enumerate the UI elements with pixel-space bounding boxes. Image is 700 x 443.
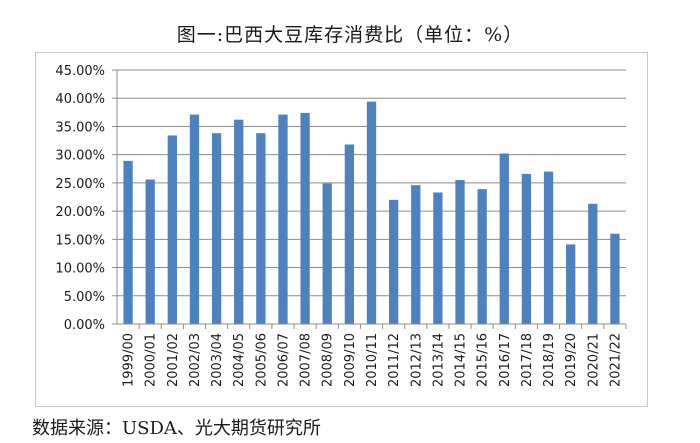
x-tick-label: 2006/07	[276, 333, 291, 387]
bar	[566, 244, 576, 324]
chart-title: 图一:巴西大豆库存消费比（单位：%）	[176, 24, 524, 46]
y-tick-label: 40.00%	[55, 92, 105, 107]
y-tick-label: 10.00%	[55, 262, 105, 277]
x-tick-label: 2002/03	[188, 333, 203, 387]
bar	[521, 173, 532, 324]
bar	[234, 119, 244, 324]
x-tick-label: 2018/19	[542, 333, 557, 387]
x-tick-label: 2017/18	[520, 333, 535, 387]
x-tick-label: 2012/13	[409, 333, 424, 387]
x-tick-label: 2020/21	[586, 333, 601, 387]
x-tick-label: 2010/11	[365, 333, 380, 387]
bar	[433, 192, 443, 324]
x-tick-label: 2016/17	[498, 333, 513, 387]
y-tick-label: 15.00%	[55, 233, 105, 248]
bar	[145, 179, 155, 324]
bar	[499, 153, 509, 324]
x-tick-label: 2005/06	[254, 333, 269, 387]
x-tick-label: 2015/16	[476, 333, 491, 387]
bar	[300, 112, 310, 324]
bar	[366, 101, 377, 324]
bar	[344, 144, 355, 324]
bar	[477, 189, 487, 324]
bar	[189, 114, 200, 324]
y-tick-label: 5.00%	[64, 290, 105, 305]
source-note: 数据来源：USDA、光大期货研究所	[32, 418, 321, 439]
x-tick-label: 2013/14	[431, 333, 446, 387]
bar	[322, 183, 332, 324]
bar	[411, 185, 421, 324]
x-tick-label: 2001/02	[166, 333, 181, 387]
y-tick-label: 30.00%	[55, 149, 105, 164]
x-tick-label: 2008/09	[321, 333, 336, 387]
bar	[610, 233, 620, 324]
bar	[543, 171, 554, 324]
x-tick-label: 2019/20	[564, 333, 579, 387]
bars	[123, 101, 620, 324]
bar	[455, 180, 465, 324]
bar	[167, 135, 177, 324]
x-tick-label: 2009/10	[343, 333, 358, 387]
bar	[278, 114, 288, 324]
x-tick-label: 2011/12	[387, 333, 402, 387]
tick-labels: 0.00% 5.00% 10.00% 15.00% 20.00% 25.00% 30.00%…	[55, 64, 623, 387]
axes	[112, 69, 627, 329]
y-tick-label: 0.00%	[64, 318, 105, 333]
y-tick-label: 35.00%	[55, 120, 105, 135]
x-tick-label: 2000/01	[144, 333, 159, 387]
bar	[588, 203, 598, 324]
y-tick-label: 20.00%	[55, 205, 105, 220]
y-tick-label: 45.00%	[55, 64, 105, 79]
bar	[388, 199, 399, 324]
bar	[211, 133, 222, 324]
y-tick-label: 25.00%	[55, 177, 105, 192]
bar	[123, 160, 133, 324]
x-tick-label: 2003/04	[210, 333, 225, 387]
x-tick-label: 2014/15	[454, 333, 469, 387]
x-tick-label: 2021/22	[608, 333, 623, 387]
x-tick-label: 1999/00	[122, 333, 137, 387]
x-tick-label: 2007/08	[299, 333, 314, 387]
bar	[256, 133, 266, 324]
chart-frame	[35, 52, 648, 407]
x-tick-label: 2004/05	[232, 333, 247, 387]
